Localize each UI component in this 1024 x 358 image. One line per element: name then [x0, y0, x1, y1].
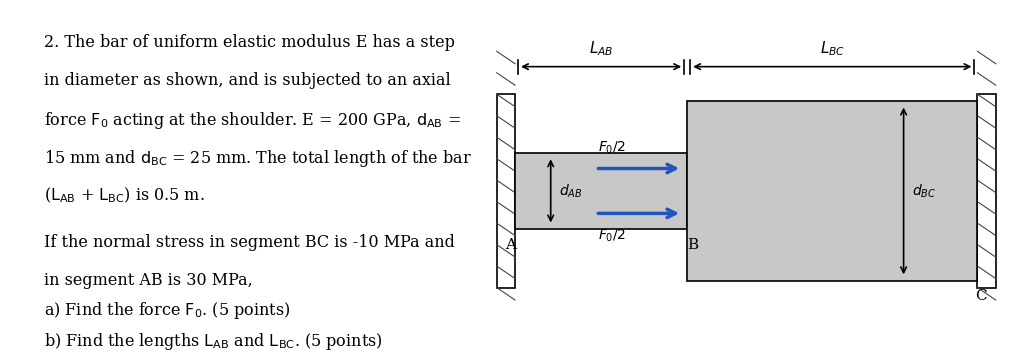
Text: B: B — [687, 237, 697, 252]
Text: 2. The bar of uniform elastic modulus E has a step: 2. The bar of uniform elastic modulus E … — [43, 34, 455, 51]
Text: $L_{BC}$: $L_{BC}$ — [819, 39, 845, 58]
Bar — [515, 153, 687, 229]
Text: $L_{AB}$: $L_{AB}$ — [589, 39, 613, 58]
Text: in segment AB is 30 MPa,: in segment AB is 30 MPa, — [43, 272, 252, 289]
Text: ($\mathrm{L_{AB}}$ + $\mathrm{L_{BC}}$) is 0.5 m.: ($\mathrm{L_{AB}}$ + $\mathrm{L_{BC}}$) … — [43, 186, 205, 205]
Bar — [497, 94, 515, 287]
Text: A: A — [506, 237, 516, 252]
Text: 15 mm and $\mathrm{d_{BC}}$ = 25 mm. The total length of the bar: 15 mm and $\mathrm{d_{BC}}$ = 25 mm. The… — [43, 148, 471, 169]
Text: $F_0/2$: $F_0/2$ — [598, 227, 626, 243]
Text: a) Find the force $\mathrm{F_0}$. (5 points): a) Find the force $\mathrm{F_0}$. (5 poi… — [43, 300, 290, 321]
Text: b) Find the lengths $\mathrm{L_{AB}}$ and $\mathrm{L_{BC}}$. (5 points): b) Find the lengths $\mathrm{L_{AB}}$ an… — [43, 331, 382, 352]
Text: $d_{AB}$: $d_{AB}$ — [559, 182, 583, 200]
Bar — [978, 94, 995, 287]
Bar — [687, 101, 978, 281]
Text: If the normal stress in segment BC is -10 MPa and: If the normal stress in segment BC is -1… — [43, 234, 455, 251]
Text: $d_{BC}$: $d_{BC}$ — [911, 182, 936, 200]
Text: force $\mathrm{F_0}$ acting at the shoulder. E = 200 GPa, $\mathrm{d_{AB}}$ =: force $\mathrm{F_0}$ acting at the shoul… — [43, 110, 461, 131]
Text: C: C — [975, 289, 986, 303]
Text: in diameter as shown, and is subjected to an axial: in diameter as shown, and is subjected t… — [43, 72, 451, 89]
Text: $F_0/2$: $F_0/2$ — [598, 140, 626, 156]
